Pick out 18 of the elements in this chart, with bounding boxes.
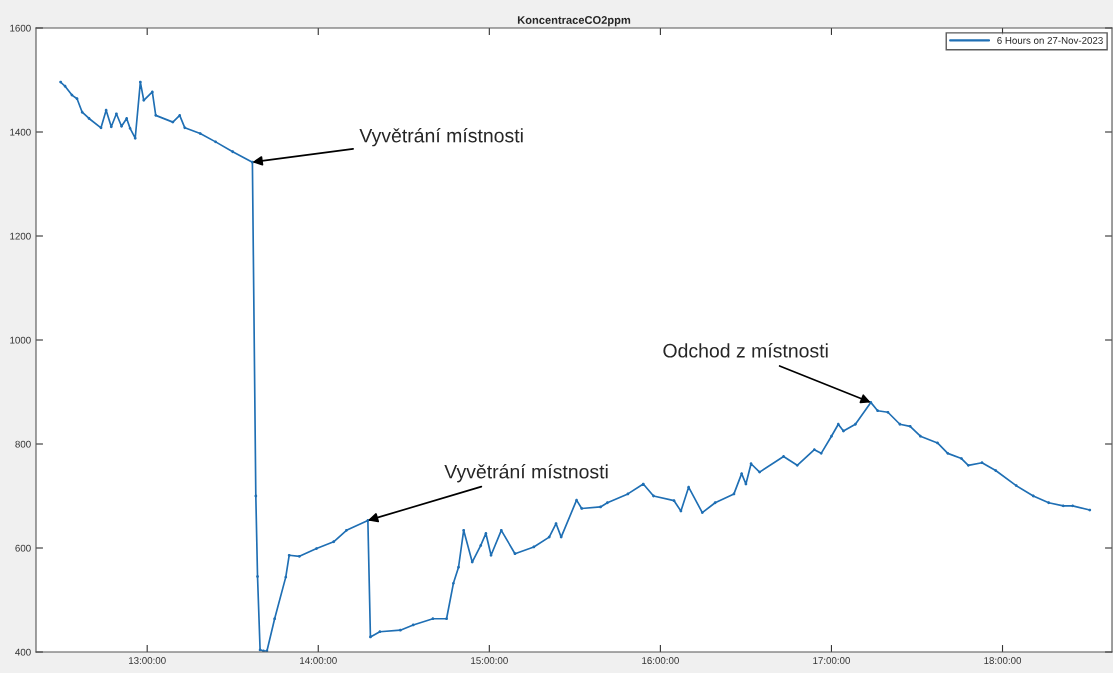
annotation: Vyvětrání místnosti (444, 464, 608, 483)
x-tick-label: 14:00:00 (300, 657, 337, 664)
y-tick-label: 1400 (10, 128, 31, 136)
y-tick-label: 1600 (10, 24, 31, 32)
x-tick-label: 15:00:00 (471, 657, 508, 664)
x-tick-label: 13:00:00 (129, 657, 166, 664)
y-tick-label: 1000 (10, 336, 31, 344)
chart-title: KoncentraceCO2ppm (517, 16, 631, 27)
y-tick-label: 400 (15, 648, 31, 656)
annotation: Odchod z místnosti (663, 343, 828, 358)
y-tick-label: 1200 (10, 232, 31, 240)
x-tick-label: 17:00:00 (813, 657, 850, 664)
x-tick-label: 18:00:00 (984, 657, 1022, 664)
legend-label: 6 Hours on 27-Nov-2023 (997, 37, 1103, 44)
annotation: Vyvětrání místnosti (359, 127, 523, 147)
x-tick-label: 16:00:00 (642, 657, 679, 664)
y-tick-label: 800 (15, 440, 31, 448)
y-tick-label: 600 (15, 544, 31, 552)
